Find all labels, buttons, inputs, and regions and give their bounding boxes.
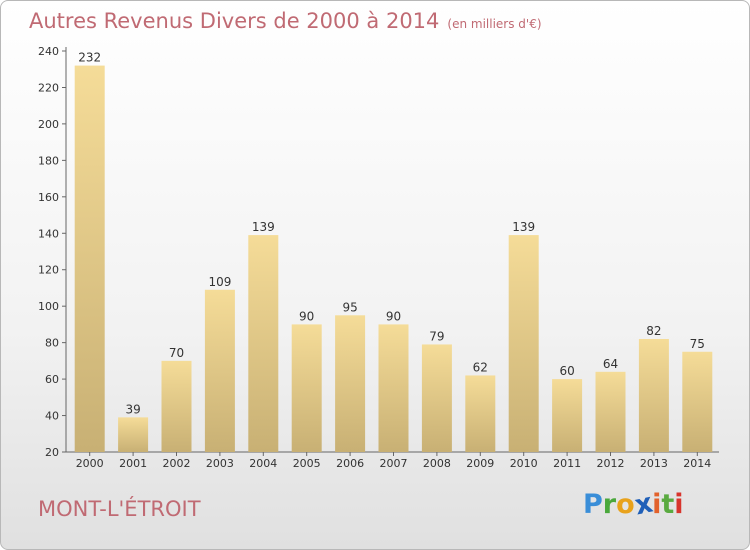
x-tick-label: 2006 (336, 457, 364, 470)
axes: 20 40 60 80 100 120 140 160 180 200 220 240 2000 2001… (38, 45, 719, 470)
x-tick-label: 2004 (249, 457, 277, 470)
proxiti-logo[interactable]: Proxiti (583, 488, 684, 522)
logo-letter: i (652, 489, 662, 520)
bar-value-label: 95 (342, 300, 357, 314)
bar (204, 289, 235, 452)
x-tick-label: 2011 (553, 457, 581, 470)
title-main: Autres Revenus Divers de 2000 à 2014 (29, 9, 440, 33)
x-tick-label: 2001 (119, 457, 147, 470)
y-tick-label: 60 (45, 373, 59, 386)
bar-value-label: 232 (78, 51, 101, 65)
bar (595, 371, 626, 452)
logo-letter: r (602, 489, 617, 520)
bar-value-label: 90 (386, 309, 401, 323)
bar (161, 360, 192, 452)
bars: 232 39 70 109 139 90 95 90 79 62 139 60 64 82 75 (74, 51, 713, 452)
y-tick-label: 140 (38, 227, 59, 240)
y-tick-label: 200 (38, 118, 59, 131)
bar (682, 351, 713, 452)
title-unit: (en milliers d'€) (447, 17, 542, 31)
x-tick-label: 2012 (597, 457, 625, 470)
bar (508, 235, 539, 452)
x-tick-label: 2007 (380, 457, 408, 470)
y-tick-label: 80 (45, 337, 59, 350)
x-tick-label: 2010 (510, 457, 538, 470)
x-tick-label: 2002 (163, 457, 191, 470)
bar-value-label: 62 (473, 360, 488, 374)
bar (74, 65, 105, 452)
bar (465, 375, 496, 452)
logo-letter: t (661, 489, 675, 520)
x-tick-label: 2005 (293, 457, 321, 470)
y-tick-label: 180 (38, 154, 59, 167)
y-tick-label: 20 (45, 446, 59, 459)
bar (421, 344, 452, 452)
bar-value-label: 109 (208, 275, 231, 289)
x-tick-label: 2009 (466, 457, 494, 470)
bar-value-label: 70 (169, 346, 184, 360)
x-tick-label: 2014 (683, 457, 711, 470)
logo-letter: i (674, 489, 684, 520)
logo-letter: P (583, 489, 603, 520)
bar-value-label: 75 (690, 337, 705, 351)
bar (118, 417, 149, 452)
bar (378, 324, 409, 452)
y-tick-label: 40 (45, 410, 59, 423)
bar (248, 235, 279, 452)
bar-value-label: 139 (512, 220, 535, 234)
bar-value-label: 39 (125, 402, 140, 416)
x-tick-label: 2000 (76, 457, 104, 470)
bar (638, 338, 669, 452)
bar-value-label: 64 (603, 357, 618, 371)
y-tick-label: 240 (38, 45, 59, 58)
bar (291, 324, 322, 452)
bar-value-label: 79 (429, 329, 444, 343)
place-name: MONT-L'ÉTROIT (38, 497, 201, 521)
chart-title: Autres Revenus Divers de 2000 à 2014 (en … (29, 9, 542, 33)
y-tick-label: 120 (38, 264, 59, 277)
x-tick-label: 2008 (423, 457, 451, 470)
bar-value-label: 82 (646, 324, 661, 338)
y-tick-label: 220 (38, 81, 59, 94)
x-tick-label: 2003 (206, 457, 234, 470)
bar (335, 315, 366, 452)
logo-letter: o (616, 489, 635, 520)
bar (552, 379, 583, 452)
x-tick-label: 2013 (640, 457, 668, 470)
bar-value-label: 90 (299, 309, 314, 323)
bar-value-label: 139 (252, 220, 275, 234)
y-tick-label: 160 (38, 191, 59, 204)
bar-value-label: 60 (559, 364, 574, 378)
y-tick-label: 100 (38, 300, 59, 313)
